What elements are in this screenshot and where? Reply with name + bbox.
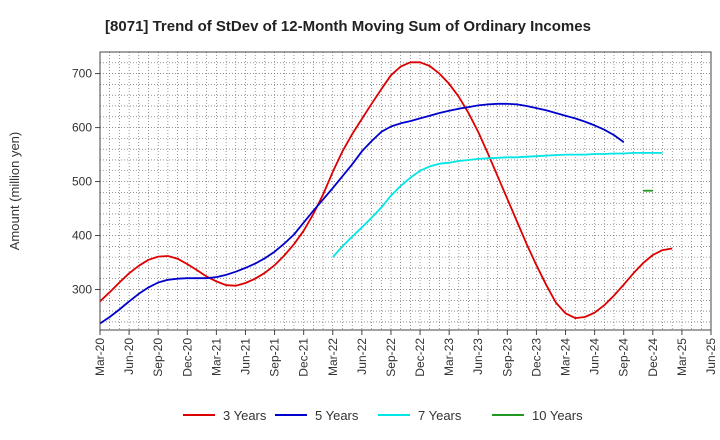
x-tick-label: Jun-22 bbox=[355, 338, 369, 375]
series-line-5-years bbox=[99, 102, 625, 325]
x-tick-label: Jun-23 bbox=[471, 338, 485, 375]
x-tick-label: Jun-21 bbox=[238, 338, 252, 375]
x-tick-label: Dec-22 bbox=[413, 338, 427, 377]
x-tick-label: Sep-22 bbox=[384, 338, 398, 377]
y-tick-label: 600 bbox=[72, 121, 92, 135]
plot-area bbox=[100, 52, 711, 330]
chart-title: [8071] Trend of StDev of 12-Month Moving… bbox=[105, 18, 591, 35]
x-tick-label: Mar-23 bbox=[442, 338, 456, 376]
legend-label: 10 Years bbox=[532, 408, 583, 423]
y-axis: 300 400 500 600 700 bbox=[72, 67, 100, 297]
y-tick-label: 500 bbox=[72, 175, 92, 189]
plot-frame bbox=[99, 51, 712, 331]
legend-label: 7 Years bbox=[418, 408, 462, 423]
series-layer bbox=[99, 61, 673, 325]
x-tick-label: Sep-23 bbox=[500, 338, 514, 377]
legend-label: 5 Years bbox=[315, 408, 359, 423]
y-axis-label: Amount (million yen) bbox=[7, 132, 22, 251]
y-tick-label: 400 bbox=[72, 229, 92, 243]
x-tick-label: Dec-21 bbox=[297, 338, 311, 377]
x-tick-label: Mar-20 bbox=[93, 338, 107, 376]
x-tick-label: Dec-24 bbox=[646, 338, 660, 377]
x-tick-label: Jun-25 bbox=[704, 338, 718, 375]
legend: 3 Years 5 Years 7 Years 10 Years bbox=[183, 408, 583, 423]
x-tick-label: Mar-22 bbox=[326, 338, 340, 376]
x-tick-label: Sep-24 bbox=[617, 338, 631, 377]
x-tick-label: Mar-25 bbox=[675, 338, 689, 376]
x-tick-label: Jun-20 bbox=[122, 338, 136, 375]
y-tick-label: 700 bbox=[72, 67, 92, 81]
x-tick-label: Mar-24 bbox=[559, 338, 573, 376]
x-tick-label: Jun-24 bbox=[588, 338, 602, 375]
series-line-7-years bbox=[332, 152, 663, 258]
x-tick-label: Sep-20 bbox=[151, 338, 165, 377]
legend-label: 3 Years bbox=[223, 408, 267, 423]
series-line-3-years bbox=[99, 61, 673, 319]
x-tick-label: Dec-20 bbox=[180, 338, 194, 377]
y-tick-label: 300 bbox=[72, 283, 92, 297]
x-axis: Mar-20 Jun-20 Sep-20 Dec-20 Mar-21 Jun-21 Sep-… bbox=[93, 330, 718, 377]
x-tick-label: Mar-21 bbox=[209, 338, 223, 376]
x-tick-label: Sep-21 bbox=[268, 338, 282, 377]
x-tick-label: Dec-23 bbox=[529, 338, 543, 377]
